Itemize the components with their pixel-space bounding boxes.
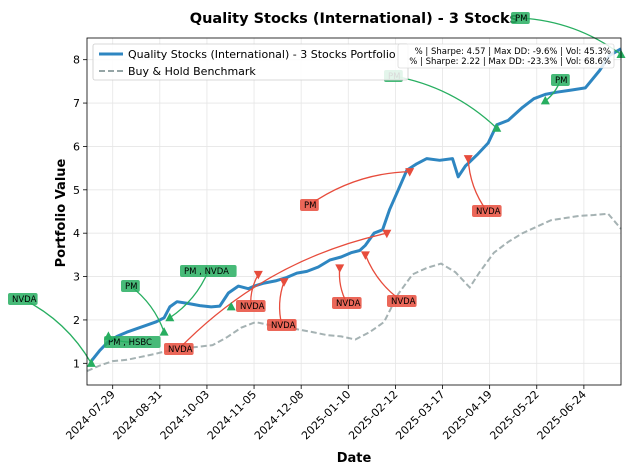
buy-marker bbox=[159, 327, 169, 336]
x-axis-title: Date bbox=[337, 451, 372, 466]
buy-marker bbox=[86, 358, 96, 367]
sell-marker bbox=[405, 168, 415, 177]
buy-annotation-box bbox=[8, 293, 38, 305]
sell-marker bbox=[463, 155, 473, 164]
sell-annotation-box bbox=[332, 297, 362, 309]
sell-annotation-box bbox=[164, 343, 194, 355]
sell-annotation-label: NVDA bbox=[168, 345, 193, 355]
buy-annotation-label: PM , HSBC bbox=[108, 338, 152, 348]
sell-marker bbox=[335, 264, 345, 273]
sell-annotation-box bbox=[472, 205, 502, 217]
buy-marker bbox=[492, 123, 502, 132]
sell-annotation-box bbox=[300, 199, 319, 211]
y-tick-label: 4 bbox=[73, 227, 80, 240]
y-tick-label: 6 bbox=[73, 140, 80, 153]
buy-marker bbox=[165, 312, 175, 322]
plot-frame bbox=[86, 37, 622, 386]
sell-annotation-label: NVDA bbox=[476, 207, 501, 217]
trade-markers bbox=[86, 49, 626, 367]
stats-line-benchmark: % | Sharpe: 2.22 | Max DD: -23.3% | Vol:… bbox=[409, 57, 611, 67]
buy-annotation-label: PM bbox=[125, 282, 137, 292]
sell-annotation-arrow bbox=[309, 170, 410, 206]
legend: Quality Stocks (International) - 3 Stock… bbox=[92, 43, 409, 81]
sell-annotation-label: NVDA bbox=[271, 321, 296, 331]
sell-annotation-label: NVDA bbox=[336, 299, 361, 309]
legend-label-benchmark: Buy & Hold Benchmark bbox=[128, 65, 256, 78]
sell-annotation-label: PM bbox=[304, 201, 316, 211]
stats-box: % | Sharpe: 4.57 | Max DD: -9.6% | Vol: … bbox=[397, 43, 615, 69]
y-tick-label: 2 bbox=[73, 314, 80, 327]
sell-annotation-box bbox=[236, 300, 266, 312]
buy-annotation-label: PM bbox=[555, 76, 567, 86]
buy-annotation-label: PM , NVDA bbox=[184, 267, 229, 277]
buy-marker bbox=[540, 95, 550, 105]
sell-annotation-label: NVDA bbox=[240, 302, 265, 312]
y-tick-label: 1 bbox=[73, 357, 80, 370]
sell-annotation-box bbox=[387, 295, 417, 307]
sell-marker bbox=[279, 278, 289, 287]
y-axis-title: Portfolio Value bbox=[54, 158, 69, 267]
buy-annotation-box bbox=[104, 336, 161, 348]
sell-annotation-arrow bbox=[178, 232, 387, 350]
sell-annotation-box bbox=[267, 319, 297, 331]
buy-annotation-label: NVDA bbox=[12, 295, 37, 305]
portfolio-line bbox=[90, 47, 622, 363]
y-tick-label: 3 bbox=[73, 271, 80, 284]
buy-annotation-label: PM bbox=[515, 14, 527, 24]
buy-marker bbox=[226, 301, 236, 311]
stats-box-bg bbox=[397, 43, 615, 69]
buy-annotation-box bbox=[180, 265, 237, 277]
y-tick-label: 5 bbox=[73, 184, 80, 197]
buy-annotation-box bbox=[121, 280, 140, 292]
buy-annotation-box bbox=[551, 74, 570, 86]
buy-annotation-box bbox=[511, 12, 530, 24]
chart-title: Quality Stocks (International) - 3 Stock… bbox=[190, 11, 518, 27]
portfolio-layer bbox=[90, 47, 622, 363]
sell-annotation-label: NVDA bbox=[391, 297, 416, 307]
y-tick-label: 8 bbox=[73, 54, 80, 67]
stats-line-portfolio: % | Sharpe: 4.57 | Max DD: -9.6% | Vol: … bbox=[415, 47, 611, 57]
buy-marker bbox=[103, 331, 113, 340]
sell-marker bbox=[360, 251, 370, 260]
legend-label-portfolio: Quality Stocks (International) - 3 Stock… bbox=[128, 48, 396, 61]
y-tick-label: 7 bbox=[73, 97, 80, 110]
y-axis: 1 2 3 4 5 6 7 8 bbox=[73, 54, 87, 370]
sell-marker bbox=[253, 270, 263, 280]
sell-marker bbox=[382, 229, 392, 239]
